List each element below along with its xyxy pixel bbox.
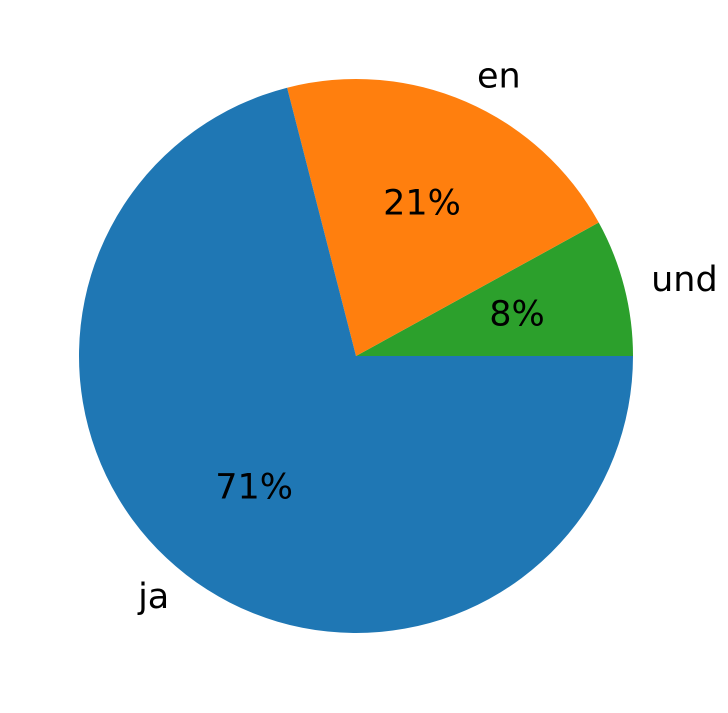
slice-pct-ja: 71% xyxy=(215,467,293,507)
pie-labels: und 8% en 21% ja 71% xyxy=(137,56,718,616)
slice-pct-en: 21% xyxy=(383,183,461,223)
slice-label-en: en xyxy=(477,56,521,96)
slice-label-ja: ja xyxy=(137,577,169,617)
pie-slice-en xyxy=(287,78,599,356)
pie-slice-ja xyxy=(78,87,633,634)
pie-slice-und xyxy=(356,222,633,356)
slice-label-und: und xyxy=(651,260,718,300)
slice-pct-und: 8% xyxy=(489,295,545,335)
pie-slices xyxy=(78,78,633,634)
